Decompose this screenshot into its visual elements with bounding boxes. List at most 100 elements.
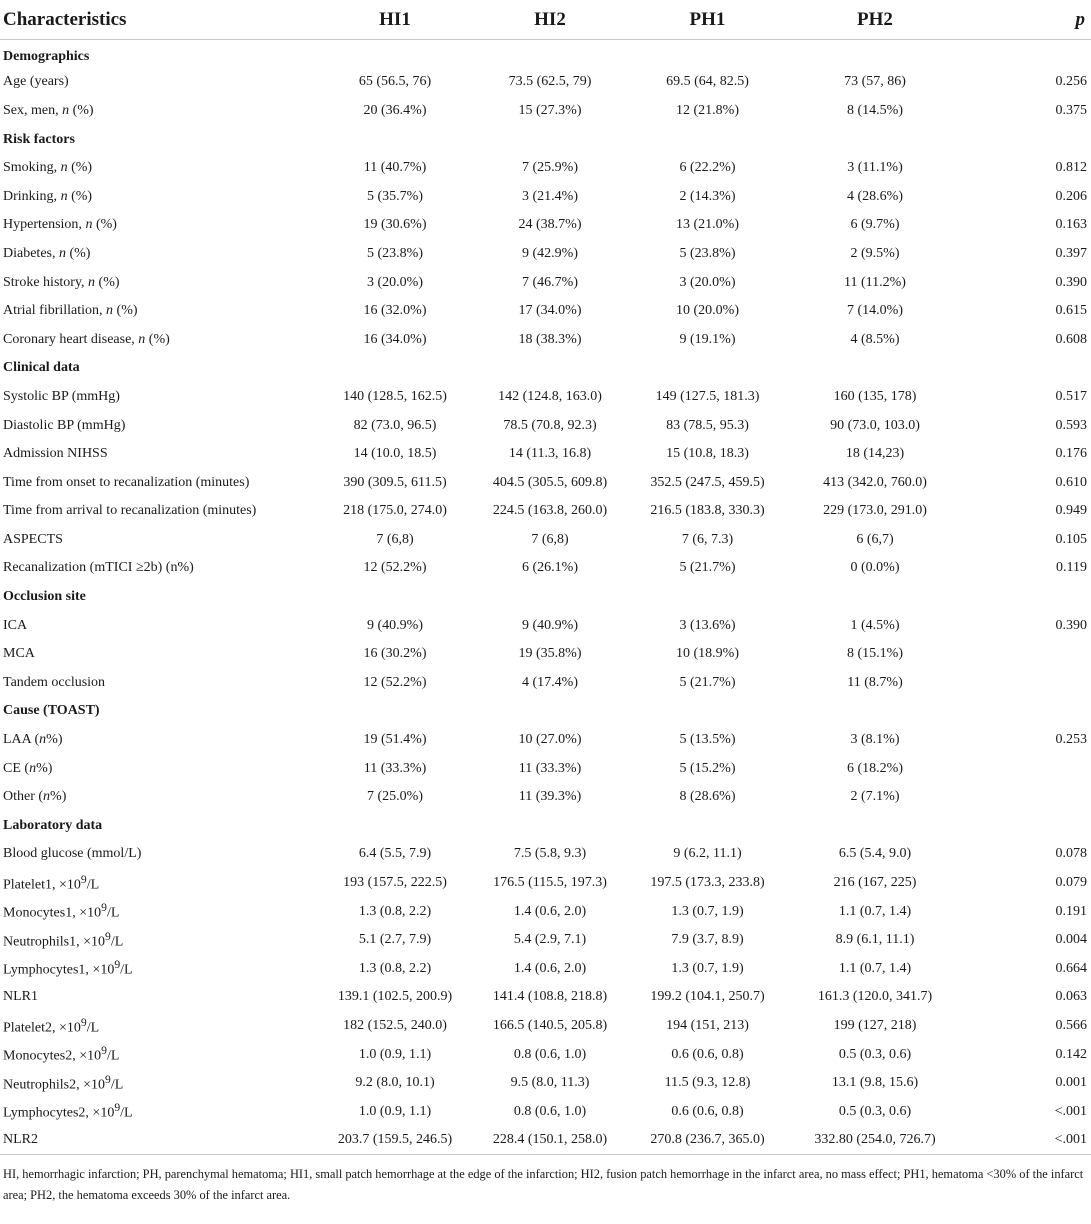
cell-ph1: 13 (21.0%) — [676, 217, 739, 233]
cell-ph1: 8 (28.6%) — [679, 789, 736, 805]
label-text: /L — [110, 934, 124, 950]
cell-p-value: 0.119 — [1056, 560, 1087, 576]
table-row: ASPECTS 7 (6,8) 7 (6,8) 7 (6, 7.3) 6 (6,7) 0.… — [0, 526, 1091, 555]
cell-hi2: 11 (39.3%) — [518, 789, 582, 805]
table-row: Lymphocytes1, ×109/L 1.3 (0.8, 2.2) 1.4 (0… — [0, 955, 1091, 984]
table-row: Systolic BP (mmHg) 140 (128.5, 162.5) 142 … — [0, 383, 1091, 412]
cell-p-value: 0.253 — [1055, 732, 1088, 748]
cell-p-value: 0.063 — [1055, 989, 1088, 1005]
row-label: Hypertension, n (%) — [0, 211, 320, 240]
label-text: Diastolic BP (mmHg) — [3, 417, 126, 433]
label-text: Monocytes1, ×10 — [3, 905, 102, 921]
cell-p-value: 0.163 — [1055, 217, 1088, 233]
table-row: Monocytes1, ×109/L 1.3 (0.8, 2.2) 1.4 (0.6… — [0, 897, 1091, 926]
cell-hi2: 176.5 (115.5, 197.3) — [493, 875, 607, 891]
row-label: LAA (n%) — [0, 726, 320, 755]
cell-hi2: 0.8 (0.6, 1.0) — [513, 1103, 587, 1119]
cell-hi2: 24 (38.7%) — [518, 217, 582, 233]
cell-ph2: 3 (11.1%) — [847, 160, 903, 176]
column-header-ph2: PH2 — [785, 0, 965, 40]
label-text: /L — [120, 1106, 133, 1122]
label-text: Platelet1, ×10 — [3, 877, 81, 893]
cell-ph2: 2 (9.5%) — [850, 245, 900, 261]
cell-hi1: 20 (36.4%) — [363, 102, 427, 118]
cell-ph1: 69.5 (64, 82.5) — [666, 74, 749, 90]
table-row: Monocytes2, ×109/L 1.0 (0.9, 1.1) 0.8 (0.6… — [0, 1040, 1091, 1069]
cell-ph1: 5 (13.5%) — [679, 732, 736, 748]
label-text: Time from onset to recanalization (minut… — [3, 474, 250, 490]
cell-ph1: 5 (23.8%) — [679, 245, 736, 261]
cell-p-value: <.001 — [1054, 1103, 1087, 1119]
label-text: (%) — [65, 245, 91, 261]
row-label: ASPECTS — [0, 526, 320, 555]
cell-ph2: 4 (28.6%) — [847, 188, 903, 204]
cell-hi2: 5.4 (2.9, 7.1) — [513, 932, 587, 948]
cell-hi1: 16 (34.0%) — [363, 331, 427, 347]
cell-p-value: 0.390 — [1055, 274, 1088, 290]
cell-ph2: 11 (8.7%) — [847, 674, 903, 690]
cell-hi1: 1.3 (0.8, 2.2) — [358, 960, 432, 976]
section-header-row: Clinical data — [0, 354, 1091, 383]
cell-hi1: 19 (51.4%) — [363, 732, 427, 748]
section-header-row: Occlusion site — [0, 583, 1091, 612]
label-text: ASPECTS — [3, 531, 63, 547]
table-row: Stroke history, n (%) 3 (20.0%) 7 (46.7%) 3… — [0, 268, 1091, 297]
cell-ph1: 15 (10.8, 18.3) — [666, 446, 749, 462]
row-label: Drinking, n (%) — [0, 182, 320, 211]
cell-hi1: 140 (128.5, 162.5) — [343, 388, 447, 404]
cell-ph1: 1.3 (0.7, 1.9) — [671, 903, 744, 919]
cell-ph2: 216 (167, 225) — [833, 875, 917, 891]
label-text: /L — [86, 877, 100, 893]
cell-hi1: 65 (56.5, 76) — [358, 74, 432, 90]
cell-hi1: 218 (175.0, 274.0) — [343, 503, 447, 519]
cell-ph2: 332.80 (254.0, 726.7) — [785, 1126, 965, 1156]
label-italic: n — [88, 274, 96, 290]
label-text: %) — [36, 760, 53, 776]
cell-p-value: 0.191 — [1055, 903, 1088, 919]
label-italic: n — [85, 217, 93, 233]
cell-hi1: 5 (23.8%) — [367, 245, 423, 261]
cell-hi2: 9.5 (8.0, 11.3) — [510, 1075, 590, 1091]
label-text: Stroke history, — [3, 274, 89, 290]
cell-ph1: 352.5 (247.5, 459.5) — [650, 474, 765, 490]
cell-ph2: 73 (57, 86) — [844, 74, 906, 90]
row-label: Neutrophils2, ×109/L — [0, 1069, 320, 1098]
table-row: Smoking, n (%) 11 (40.7%) 7 (25.9%) 6 (22.2… — [0, 154, 1091, 183]
cell-ph2: 1.1 (0.7, 1.4) — [838, 903, 912, 919]
row-label: ICA — [0, 611, 320, 640]
cell-ph1: 83 (78.5, 95.3) — [666, 417, 749, 433]
cell-p-value — [965, 669, 1091, 698]
label-italic: n — [138, 331, 146, 347]
cell-p-value: 0.610 — [1055, 474, 1088, 490]
table-row: Recanalization (mTICI ≥2b) (n%) 12 (52.2%… — [0, 554, 1091, 583]
row-label: Smoking, n (%) — [0, 154, 320, 183]
cell-hi1: 5 (35.7%) — [367, 188, 423, 204]
table-row: Hypertension, n (%) 19 (30.6%) 24 (38.7%) 1… — [0, 211, 1091, 240]
label-text: Neutrophils2, ×10 — [3, 1077, 105, 1093]
label-italic: n — [29, 760, 37, 776]
cell-hi2: 4 (17.4%) — [522, 674, 578, 690]
cell-hi1: 14 (10.0, 18.5) — [353, 446, 437, 462]
cell-hi2: 228.4 (150.1, 258.0) — [470, 1126, 630, 1156]
cell-hi2: 7.5 (5.8, 9.3) — [513, 846, 587, 862]
cell-p-value: 0.812 — [1055, 160, 1088, 176]
cell-hi2: 3 (21.4%) — [522, 188, 578, 204]
cell-ph1: 0.6 (0.6, 0.8) — [671, 1046, 744, 1062]
header-row: Characteristics HI1 HI2 PH1 PH2 p — [0, 0, 1091, 40]
cell-hi1: 11 (40.7%) — [363, 160, 427, 176]
cell-ph1: 149 (127.5, 181.3) — [655, 388, 760, 404]
cell-hi2: 15 (27.3%) — [518, 102, 582, 118]
cell-p-value: 0.517 — [1055, 388, 1088, 404]
label-italic: n — [43, 789, 51, 805]
cell-ph1: 9 (6.2, 11.1) — [673, 846, 742, 862]
label-superscript: 9 — [101, 901, 107, 915]
cell-ph1: 10 (18.9%) — [676, 646, 739, 662]
label-italic: n — [106, 303, 114, 319]
row-label: CE (n%) — [0, 754, 320, 783]
cell-hi1: 5.1 (2.7, 7.9) — [358, 932, 432, 948]
cell-hi1: 193 (157.5, 222.5) — [343, 875, 447, 891]
cell-hi1: 16 (30.2%) — [363, 646, 427, 662]
cell-ph2: 6 (9.7%) — [850, 217, 900, 233]
cell-ph1: 3 (13.6%) — [679, 617, 736, 633]
